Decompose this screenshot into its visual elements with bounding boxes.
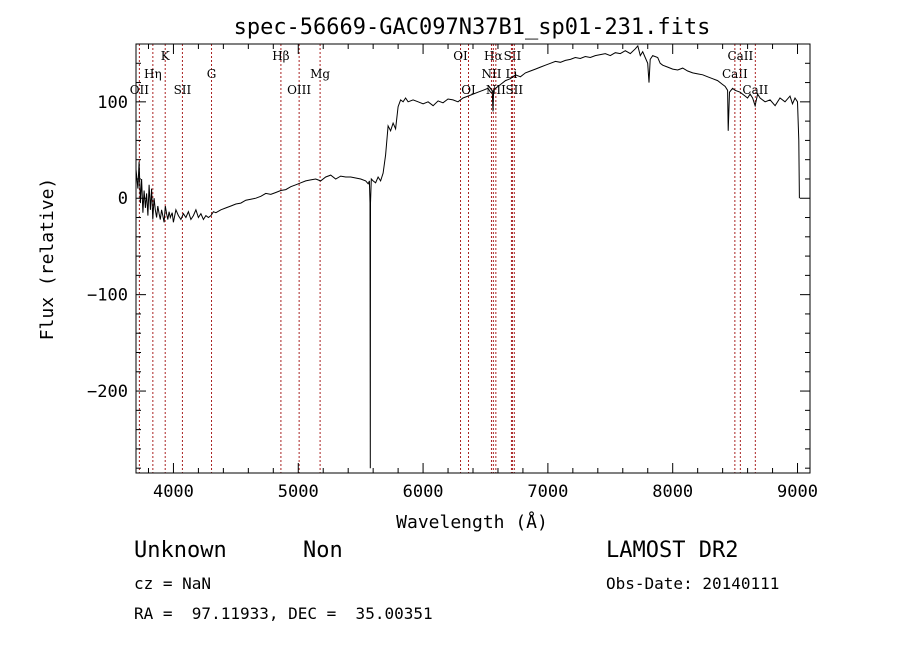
- observation-date: Obs-Date: 20140111: [606, 574, 780, 593]
- y-tick-label: 100: [97, 93, 128, 113]
- line-marker-label: SII: [504, 49, 522, 63]
- x-tick-label: 5000: [278, 482, 319, 502]
- line-marker-label: CaII: [742, 83, 768, 97]
- line-marker-label: Li: [506, 67, 518, 81]
- line-marker-label: OIII: [287, 83, 311, 97]
- x-tick-label: 9000: [777, 482, 818, 502]
- x-tick-label: 6000: [403, 482, 444, 502]
- line-marker-label: OII: [130, 83, 150, 97]
- x-axis: 4000 5000 6000 7000 8000 9000: [147, 44, 818, 502]
- y-tick-label: −200: [87, 382, 128, 402]
- line-marker-label: OI: [461, 83, 476, 97]
- object-class: Unknown: [134, 538, 227, 563]
- plot-frame: [135, 43, 811, 474]
- line-marker-label: NII: [486, 83, 506, 97]
- line-marker-label: OI: [453, 49, 468, 63]
- line-marker-label: Mg: [310, 67, 330, 81]
- line-marker-label: Hβ: [272, 49, 289, 63]
- line-marker-label: SII: [505, 83, 523, 97]
- spectral-line-markers: OIIHηKSIIGHβOIIIMgOIOIHαNIINIISIILiSIICa…: [130, 44, 768, 473]
- y-axis: 100 0 −100 −200: [87, 43, 810, 469]
- line-marker-label: Hα: [484, 49, 503, 63]
- x-tick-label: 4000: [153, 482, 194, 502]
- coordinates: RA = 97.11933, DEC = 35.00351: [134, 604, 433, 623]
- line-marker-label: K: [161, 49, 171, 63]
- line-marker-label: NII: [481, 67, 501, 81]
- line-marker-label: G: [207, 67, 217, 81]
- object-subclass: Non: [303, 538, 343, 563]
- line-marker-label: CaII: [722, 67, 748, 81]
- line-marker-label: SII: [174, 83, 192, 97]
- x-tick-label: 7000: [527, 482, 568, 502]
- y-tick-label: −100: [87, 286, 128, 306]
- x-tick-label: 8000: [652, 482, 693, 502]
- y-axis-label: Flux (relative): [37, 178, 58, 341]
- x-axis-label: Wavelength (Å): [396, 511, 548, 533]
- chart-title: spec-56669-GAC097N37B1_sp01-231.fits: [234, 15, 711, 40]
- y-tick-label: 0: [118, 189, 128, 209]
- line-marker-label: CaII: [727, 49, 753, 63]
- survey-name: LAMOST DR2: [606, 538, 739, 563]
- spectrum-line: [135, 44, 800, 469]
- line-marker-label: Hη: [144, 67, 162, 81]
- redshift-cz: cz = NaN: [134, 574, 212, 593]
